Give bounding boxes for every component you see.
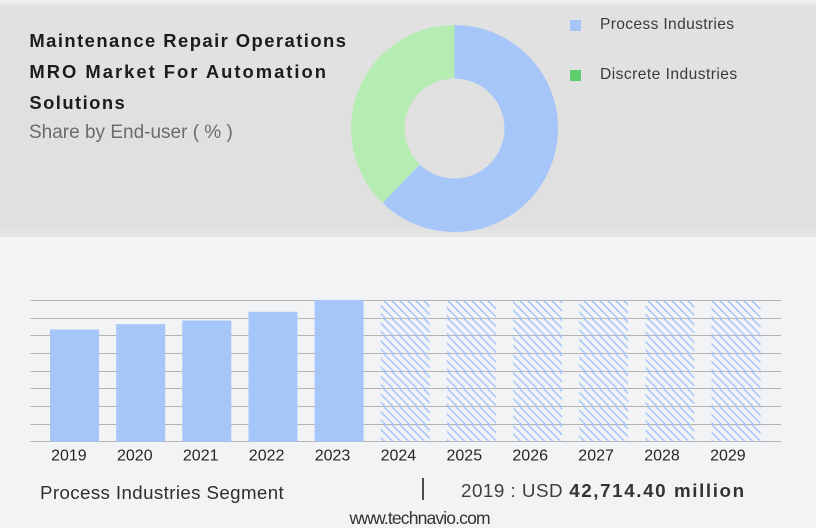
svg-text:2023: 2023 — [315, 448, 351, 465]
svg-text:2025: 2025 — [447, 448, 483, 465]
svg-text:2019: 2019 — [51, 448, 87, 465]
svg-text:2021: 2021 — [183, 448, 219, 465]
svg-text:2024: 2024 — [381, 448, 417, 465]
svg-text:2020: 2020 — [117, 448, 153, 465]
svg-text:2022: 2022 — [249, 448, 285, 465]
svg-text:2028: 2028 — [644, 448, 680, 465]
svg-text:2029: 2029 — [710, 448, 746, 465]
svg-text:2027: 2027 — [578, 448, 614, 465]
svg-text:2026: 2026 — [512, 448, 548, 465]
